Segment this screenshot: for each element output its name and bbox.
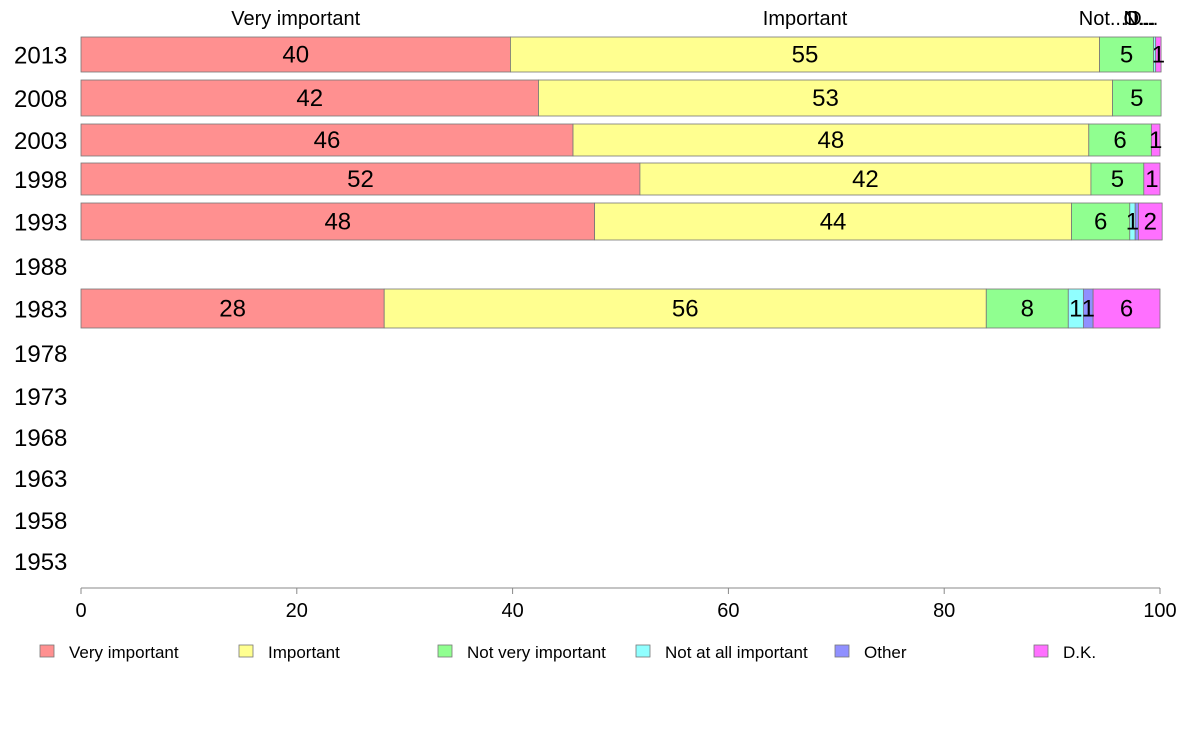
bar-value-label-2013-2: 55 — [792, 42, 819, 69]
bar-value-label-1993-6: 2 — [1144, 209, 1157, 236]
bar-value-label-1993-1: 48 — [324, 209, 351, 236]
x-tick-label-60: 60 — [717, 600, 739, 622]
bar-segment-1998-2 — [639, 162, 1092, 196]
bar-value-label-1998-1: 52 — [347, 166, 374, 193]
y-tick-label-2008: 2008 — [14, 86, 67, 113]
bar-segment-1993-3 — [1071, 202, 1131, 241]
bar-segment-1983-6 — [1092, 288, 1161, 329]
legend-swatch-4 — [635, 644, 651, 658]
x-axis: 0 20 40 60 80 100 — [75, 587, 1177, 622]
bar-segment-2013-1 — [80, 36, 511, 73]
bar-segment-2008-2 — [538, 79, 1113, 117]
y-tick-label-2003: 2003 — [14, 128, 67, 155]
x-tick-label-20: 20 — [286, 600, 308, 622]
legend-label-1: Very important — [69, 643, 179, 662]
bar-value-label-1993-3: 6 — [1094, 209, 1107, 236]
y-tick-label-1998: 1998 — [14, 167, 67, 194]
bar-segment-1983-1 — [80, 288, 385, 329]
bar-segment-2003-6 — [1150, 123, 1161, 157]
top-series-label-2: Important — [763, 8, 848, 30]
bar-value-label-2008-3: 5 — [1130, 85, 1143, 112]
bars-layer — [80, 36, 1163, 329]
bar-value-label-1998-2: 42 — [852, 166, 879, 193]
bar-segment-2003-2 — [572, 123, 1090, 157]
bar-value-label-1983-4: 1 — [1069, 296, 1082, 323]
bar-segment-1993-6 — [1138, 202, 1163, 241]
top-series-label-3: Not... — [1079, 8, 1127, 30]
top-series-label-6: D... — [1127, 8, 1158, 30]
bar-segment-2013-6 — [1155, 36, 1162, 73]
bar-segment-2013-3 — [1099, 36, 1154, 73]
legend-label-5: Other — [864, 643, 907, 662]
x-tick-label-40: 40 — [501, 600, 523, 622]
legend-swatch-6 — [1033, 644, 1049, 658]
y-tick-label-1988: 1988 — [14, 254, 67, 281]
y-tick-label-1973: 1973 — [14, 384, 67, 411]
bar-segment-1998-1 — [80, 162, 641, 196]
x-tick-label-80: 80 — [933, 600, 955, 622]
y-tick-label-1993: 1993 — [14, 210, 67, 237]
bar-value-label-2008-1: 42 — [296, 85, 323, 112]
bar-segment-2008-1 — [80, 79, 539, 117]
bar-value-label-2003-1: 46 — [314, 127, 341, 154]
bar-segment-1993-2 — [594, 202, 1072, 241]
legend-swatch-3 — [437, 644, 453, 658]
y-tick-label-1963: 1963 — [14, 466, 67, 493]
top-series-label-5: O... — [1123, 8, 1155, 30]
bar-value-label-2013-3: 5 — [1120, 42, 1133, 69]
bar-value-label-1993-2: 44 — [820, 209, 847, 236]
top-series-label-1: Very important — [231, 8, 360, 30]
bar-segment-1993-1 — [80, 202, 596, 241]
bar-segment-2003-3 — [1088, 123, 1152, 157]
y-axis-labels: 2013 2008 2003 1998 1993 1988 1983 1978 1973 1968… — [14, 43, 67, 577]
y-tick-label-1958: 1958 — [14, 508, 67, 535]
bar-segment-2008-3 — [1112, 79, 1162, 117]
bar-value-label-2013-6: 1 — [1152, 42, 1165, 69]
bar-segment-1983-2 — [383, 288, 987, 329]
bar-value-label-2008-2: 53 — [812, 85, 839, 112]
legend-label-4: Not at all important — [665, 643, 808, 662]
bar-segment-2013-2 — [510, 36, 1100, 73]
bar-value-label-1983-6: 6 — [1120, 296, 1133, 323]
bar-segment-1998-6 — [1143, 162, 1161, 196]
bar-value-label-1983-1: 28 — [219, 296, 246, 323]
bar-segment-1983-3 — [985, 288, 1069, 329]
legend-swatch-2 — [238, 644, 254, 658]
x-tick-label-0: 0 — [75, 600, 86, 622]
bar-value-label-1983-2: 56 — [672, 296, 699, 323]
legend-label-3: Not very important — [467, 643, 606, 662]
y-tick-label-1983: 1983 — [14, 297, 67, 324]
bar-value-label-2003-6: 1 — [1149, 127, 1162, 154]
top-series-label-4: N... — [1123, 8, 1154, 30]
legend-label-2: Important — [268, 643, 340, 662]
bar-value-label-1998-6: 1 — [1145, 166, 1158, 193]
top-labels-layer: Very important Important Not...N...O...D..… — [231, 8, 1158, 30]
legend-swatch-5 — [834, 644, 850, 658]
bar-value-label-1983-5: 1 — [1082, 296, 1095, 323]
bar-value-label-2003-3: 6 — [1113, 127, 1126, 154]
legend-swatch-1 — [39, 644, 55, 658]
y-tick-label-1968: 1968 — [14, 425, 67, 452]
bar-value-label-2003-2: 48 — [818, 127, 845, 154]
y-tick-label-2013: 2013 — [14, 43, 67, 70]
y-tick-label-1953: 1953 — [14, 549, 67, 576]
y-tick-label-1978: 1978 — [14, 341, 67, 368]
x-tick-label-100: 100 — [1143, 600, 1176, 622]
bar-value-label-1993-4: 1 — [1126, 209, 1139, 236]
bar-value-label-1983-3: 8 — [1021, 296, 1034, 323]
legend-label-6: D.K. — [1063, 643, 1096, 662]
bar-labels-layer: 40 55 5 142 53 546 48 6 152 42 5 148 44 6 1 228 56 8 1 1 6 — [219, 42, 1165, 323]
bar-segment-2003-1 — [80, 123, 574, 157]
legend: Very important Important Not very importan… — [39, 643, 1096, 662]
bar-value-label-2013-1: 40 — [282, 42, 309, 69]
bar-value-label-1998-3: 5 — [1111, 166, 1124, 193]
